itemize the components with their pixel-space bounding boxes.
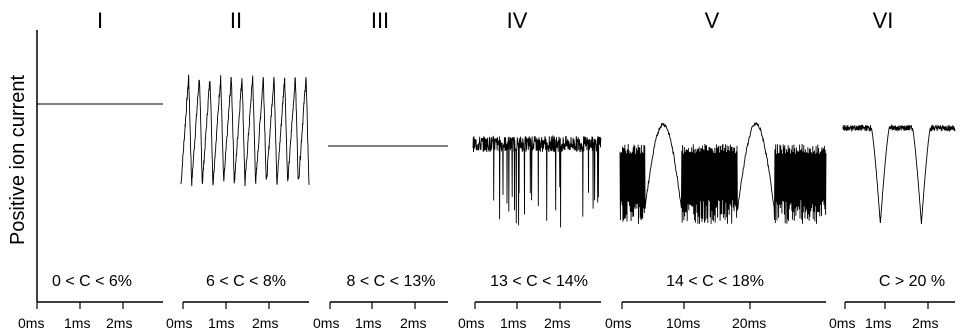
condition-label: 6 < C < 8% xyxy=(206,273,286,290)
panel-VI: VI C > 20 % 0ms 1ms 2ms xyxy=(829,8,956,331)
regime-label: VI xyxy=(873,8,894,33)
condition-label: 13 < C < 14% xyxy=(490,273,588,290)
condition-label: 0 < C < 6% xyxy=(52,273,132,290)
x-tick-label: 2ms xyxy=(252,315,278,331)
x-tick-label: 2ms xyxy=(106,315,132,331)
regime-label: II xyxy=(230,8,242,33)
x-tick-label: 10ms xyxy=(666,315,700,331)
signal-trace xyxy=(842,124,956,225)
x-tick-label: 2ms xyxy=(400,315,426,331)
x-tick-label: 0ms xyxy=(605,315,631,331)
condition-label: 14 < C < 18% xyxy=(666,273,764,290)
regime-label: IV xyxy=(507,8,528,33)
x-tick-label: 1ms xyxy=(865,315,891,331)
condition-label: C > 20 % xyxy=(879,273,945,290)
panel-IV: IV 13 < C < 14% 0ms 1ms 2ms xyxy=(458,8,602,331)
signal-trace xyxy=(180,74,310,187)
regime-label: V xyxy=(705,8,720,33)
x-tick-label: 0ms xyxy=(18,315,44,331)
x-tick-label: 20ms xyxy=(732,315,766,331)
panel-II: II 6 < C < 8% 0ms 1ms 2ms xyxy=(166,8,310,331)
x-tick-label: 1ms xyxy=(208,315,234,331)
regime-label: III xyxy=(371,8,389,33)
signal-trace xyxy=(619,121,827,225)
regime-label: I xyxy=(97,8,103,33)
x-tick-label: 2ms xyxy=(544,315,570,331)
panels-group: I 0 < C < 6% 0ms 1ms 2ms II 6 < C < 8% 0ms 1ms 2m… xyxy=(18,8,956,331)
signal-trace xyxy=(472,134,602,228)
x-tick-label: 0ms xyxy=(829,315,855,331)
y-axis-label: Positive ion current xyxy=(7,75,29,246)
panel-V: V 14 < C < 18% 0ms 10ms 20ms xyxy=(605,8,827,331)
panel-I: I 0 < C < 6% 0ms 1ms 2ms xyxy=(18,8,163,331)
x-tick-label: 2ms xyxy=(912,315,938,331)
x-tick-label: 0ms xyxy=(166,315,192,331)
x-tick-label: 1ms xyxy=(64,315,90,331)
panel-III: III 8 < C < 13% 0ms 1ms 2ms xyxy=(313,8,448,331)
x-tick-label: 1ms xyxy=(500,315,526,331)
x-tick-label: 0ms xyxy=(313,315,339,331)
condition-label: 8 < C < 13% xyxy=(347,273,436,290)
x-tick-label: 0ms xyxy=(458,315,484,331)
x-tick-label: 1ms xyxy=(355,315,381,331)
